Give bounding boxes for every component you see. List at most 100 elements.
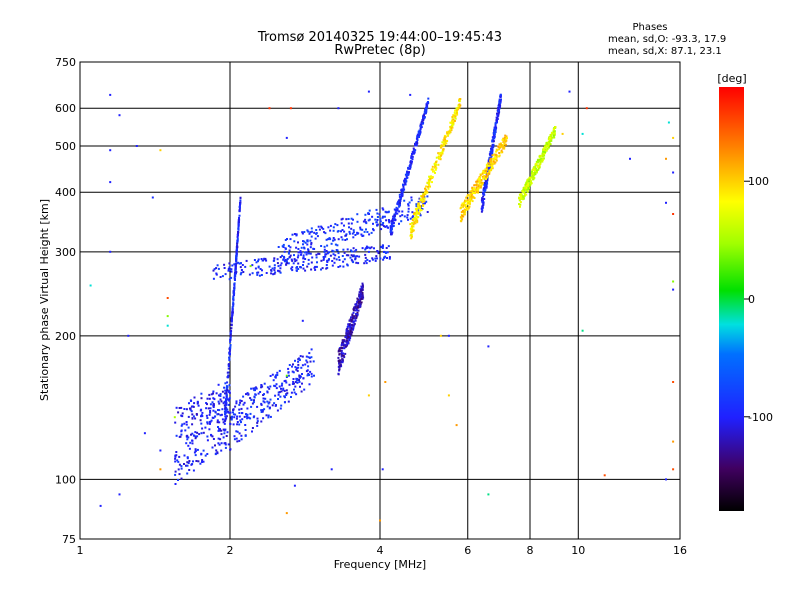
data-point xyxy=(177,468,180,471)
data-point xyxy=(333,257,336,260)
data-point xyxy=(194,437,197,440)
data-point xyxy=(361,288,364,291)
data-point xyxy=(238,432,241,435)
data-point xyxy=(411,235,413,238)
data-point xyxy=(181,412,184,415)
data-point xyxy=(217,442,220,445)
data-point xyxy=(492,143,495,146)
data-point xyxy=(444,138,446,141)
data-point xyxy=(353,306,356,309)
data-point xyxy=(177,411,180,414)
data-point xyxy=(478,177,481,180)
data-point xyxy=(276,258,279,261)
data-point xyxy=(542,149,545,151)
data-point xyxy=(415,217,418,220)
data-point xyxy=(350,258,353,261)
data-point xyxy=(343,224,345,227)
data-point xyxy=(469,190,472,193)
data-point xyxy=(293,382,295,385)
data-point xyxy=(206,417,209,419)
data-point xyxy=(479,185,481,188)
data-point xyxy=(238,439,241,442)
data-point xyxy=(416,221,419,224)
data-point xyxy=(359,228,362,231)
data-point xyxy=(410,156,413,159)
data-point xyxy=(219,414,222,417)
data-point xyxy=(373,247,375,250)
data-point xyxy=(222,421,225,424)
data-point xyxy=(326,244,329,247)
data-point xyxy=(268,401,271,404)
data-point xyxy=(192,415,195,418)
data-point xyxy=(424,108,427,111)
data-point xyxy=(192,469,195,472)
data-point xyxy=(291,370,294,373)
data-point xyxy=(365,262,368,265)
data-point xyxy=(289,254,292,257)
data-point xyxy=(368,218,371,221)
data-point xyxy=(491,157,494,160)
data-point xyxy=(428,184,431,187)
data-point xyxy=(496,113,499,116)
data-point xyxy=(178,455,181,458)
data-point xyxy=(421,201,424,204)
data-point xyxy=(481,172,484,175)
data-point xyxy=(187,462,190,464)
data-point xyxy=(304,363,307,366)
data-point xyxy=(214,453,217,456)
data-point xyxy=(329,229,332,232)
data-point xyxy=(568,90,571,93)
data-point xyxy=(381,247,384,249)
data-point xyxy=(545,149,548,152)
data-point xyxy=(238,221,240,224)
data-point xyxy=(412,229,415,232)
data-point xyxy=(356,231,359,234)
data-point xyxy=(309,360,312,363)
data-point xyxy=(338,366,341,369)
data-point xyxy=(305,253,308,256)
data-point xyxy=(410,230,413,233)
data-point xyxy=(191,432,194,435)
data-point xyxy=(483,175,486,177)
data-point xyxy=(238,408,241,411)
data-point xyxy=(303,246,305,249)
data-point xyxy=(349,337,352,340)
data-point xyxy=(475,180,478,183)
data-point xyxy=(237,231,239,233)
x-tick-label: 16 xyxy=(673,544,687,557)
data-point xyxy=(256,273,259,276)
data-point xyxy=(477,187,479,190)
data-point xyxy=(227,269,230,272)
data-point xyxy=(305,355,308,358)
data-point xyxy=(227,367,230,370)
data-point xyxy=(288,364,291,366)
data-point xyxy=(200,392,203,395)
data-point xyxy=(200,432,203,435)
data-point xyxy=(274,271,277,274)
data-point xyxy=(415,203,418,206)
data-point xyxy=(425,105,428,108)
data-point xyxy=(375,208,378,211)
data-point xyxy=(391,231,394,234)
data-point xyxy=(224,411,227,413)
data-point xyxy=(361,228,364,231)
data-point xyxy=(293,240,296,243)
data-point xyxy=(302,260,305,263)
data-point xyxy=(204,454,207,457)
data-point xyxy=(345,341,348,344)
data-point xyxy=(427,187,430,190)
data-point xyxy=(196,448,199,451)
data-point xyxy=(672,213,675,215)
data-point xyxy=(237,261,240,264)
data-point xyxy=(220,429,223,432)
data-point xyxy=(228,391,231,394)
data-point xyxy=(433,170,435,173)
data-point xyxy=(270,272,273,275)
data-point xyxy=(234,264,237,267)
data-point xyxy=(422,194,425,197)
data-point xyxy=(469,195,472,198)
data-point xyxy=(295,368,298,371)
data-point xyxy=(501,145,504,148)
data-point xyxy=(363,262,366,265)
data-point xyxy=(550,131,553,134)
